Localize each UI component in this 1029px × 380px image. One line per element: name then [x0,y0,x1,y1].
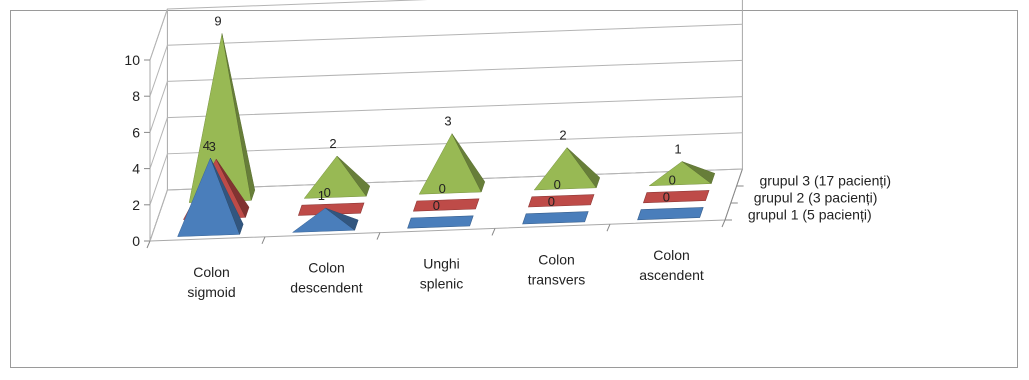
flat-base [412,198,480,212]
pyramid [407,215,474,229]
flat-base [637,207,704,221]
flat-base [642,190,710,204]
pyramid-side-face [210,157,244,236]
series-label: grupul 1 (5 pacienți) [748,207,872,223]
x-category-label-line: Colon [193,264,230,280]
data-label: 2 [559,128,566,143]
x-category-label-line: Unghi [423,256,460,272]
series-label: grupul 2 (3 pacienți) [754,190,878,206]
pyramid-side-face [325,207,359,231]
x-category-label: Colon transvers [528,251,586,287]
x-category-labels: Colon sigmoid Colon descendent Unghi splenic C… [146,219,726,300]
x-category-label-line: Colon [538,251,575,267]
pyramid [522,211,589,225]
pyramid-side-face [681,161,716,185]
pyramid [291,207,359,233]
pyramid [303,155,371,199]
x-tick-mark [721,219,726,228]
pyramid-side-face [221,33,256,201]
gridline [149,132,743,205]
y-tick-label: 8 [132,88,140,104]
data-label: 2 [329,136,336,151]
y-tick-labels: 0 2 4 6 8 10 [124,52,140,249]
data-label: 4 [203,138,210,153]
x-tick-mark [606,224,611,232]
data-label: 0 [324,185,331,200]
y-tick-label: 10 [124,52,140,68]
pyramid [648,161,716,187]
x-category-label: Unghi splenic [420,256,464,292]
flat-base [527,194,595,208]
pyramid [533,147,601,191]
x-category-label: Colon sigmoid [187,264,235,300]
data-label: 0 [554,177,561,192]
data-label: 3 [209,139,216,154]
y-tick-label: 4 [132,161,140,177]
data-label: 0 [548,194,555,209]
chart-frame [10,10,1018,368]
y-tick-label: 0 [132,233,140,249]
flat-base [522,211,589,225]
data-label: 0 [669,173,676,188]
x-category-label-line: descendent [290,280,363,296]
x-category-label-line: sigmoid [187,284,235,300]
data-label: 0 [433,198,440,213]
data-label: 0 [439,181,446,196]
x-category-label-line: ascendent [639,267,704,283]
x-tick-mark [146,240,151,249]
x-category-label-line: splenic [420,276,464,292]
x-tick-mark [376,232,381,240]
data-label: 3 [444,114,451,129]
x-category-label-line: transvers [528,271,586,287]
pyramid-side-face [336,155,371,197]
x-category-label-line: Colon [308,260,345,276]
pyramid [412,198,480,212]
pyramid-side-face [451,133,486,193]
series-labels: grupul 1 (5 pacienți)grupul 2 (3 pacienț… [725,173,891,223]
pyramid-side-face [566,147,601,189]
data-label: 9 [214,14,221,29]
y-tick-label: 2 [132,197,140,213]
flat-base [407,215,474,229]
pyramid [527,194,595,208]
data-label: 0 [663,190,670,205]
pyramid [177,157,244,237]
gridline [149,96,743,169]
x-category-label: Colon ascendent [639,247,704,283]
pyramid [418,133,486,195]
x-category-label: Colon descendent [290,260,363,296]
pyramid [642,190,710,204]
series-label: grupul 3 (17 pacienți) [760,173,892,189]
pyramid-marks [177,33,716,237]
data-label: 1 [318,188,325,203]
pyramid-side-face [215,158,250,219]
y-tick-label: 6 [132,124,140,140]
x-tick-mark [491,228,496,236]
gridline [149,0,428,61]
gridline [149,59,743,133]
gridline [149,23,743,97]
x-tick-mark [261,236,266,244]
x-category-label-line: Colon [653,247,690,263]
pyramid [637,207,704,221]
depth-axis [724,168,743,221]
data-label: 1 [674,142,681,157]
